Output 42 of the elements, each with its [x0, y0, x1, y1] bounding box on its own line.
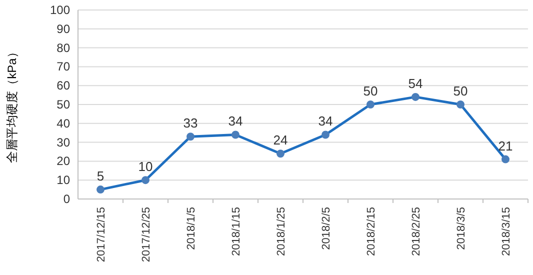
- y-tick-label: 60: [56, 78, 70, 93]
- x-tick-label: 2018/1/5: [186, 207, 198, 250]
- point: [232, 130, 240, 139]
- data-label: 50: [363, 84, 378, 98]
- y-tick-label: 30: [56, 135, 70, 150]
- x-tick-label: 2018/1/15: [230, 207, 242, 256]
- y-tick-label: 90: [56, 22, 70, 36]
- x-tick-label: 2018/3/5: [456, 207, 468, 250]
- data-label: 34: [228, 114, 243, 129]
- y-tick-label: 70: [56, 60, 70, 74]
- point: [412, 92, 420, 101]
- y-tick-label: 0: [63, 192, 70, 206]
- y-tick-label: 100: [50, 3, 70, 17]
- y-axis-title: 全層平均硬度（kPa）: [5, 46, 19, 163]
- point: [96, 186, 104, 194]
- data-label: 5: [96, 168, 104, 184]
- data-label: 34: [318, 114, 333, 129]
- point: [502, 155, 510, 164]
- point: [276, 150, 284, 158]
- x-tick-label: 2017/12/15: [96, 207, 108, 262]
- data-label: 10: [138, 159, 153, 174]
- x-tick-label: 2018/2/15: [366, 207, 378, 256]
- x-tick-label: 2018/1/25: [276, 207, 288, 256]
- y-tick-label: 80: [56, 40, 70, 55]
- y-tick-label: 10: [56, 173, 70, 188]
- x-tick-label: 2018/2/25: [410, 207, 422, 256]
- data-label: 24: [273, 132, 288, 148]
- y-tick-label: 50: [56, 98, 70, 112]
- point: [366, 100, 374, 108]
- point: [322, 130, 330, 139]
- x-tick-label: 2018/3/15: [500, 207, 512, 256]
- data-label: 54: [408, 76, 423, 91]
- data-label: 21: [498, 138, 513, 154]
- point: [456, 100, 464, 108]
- point: [142, 176, 150, 184]
- x-tick-label: 2017/12/25: [140, 207, 152, 262]
- y-tick-label: 40: [56, 116, 70, 130]
- x-tick-label: 2018/2/5: [320, 207, 332, 250]
- y-tick-label: 20: [56, 154, 70, 168]
- data-label: 50: [453, 84, 468, 98]
- data-label: 33: [183, 116, 198, 131]
- point: [186, 132, 194, 141]
